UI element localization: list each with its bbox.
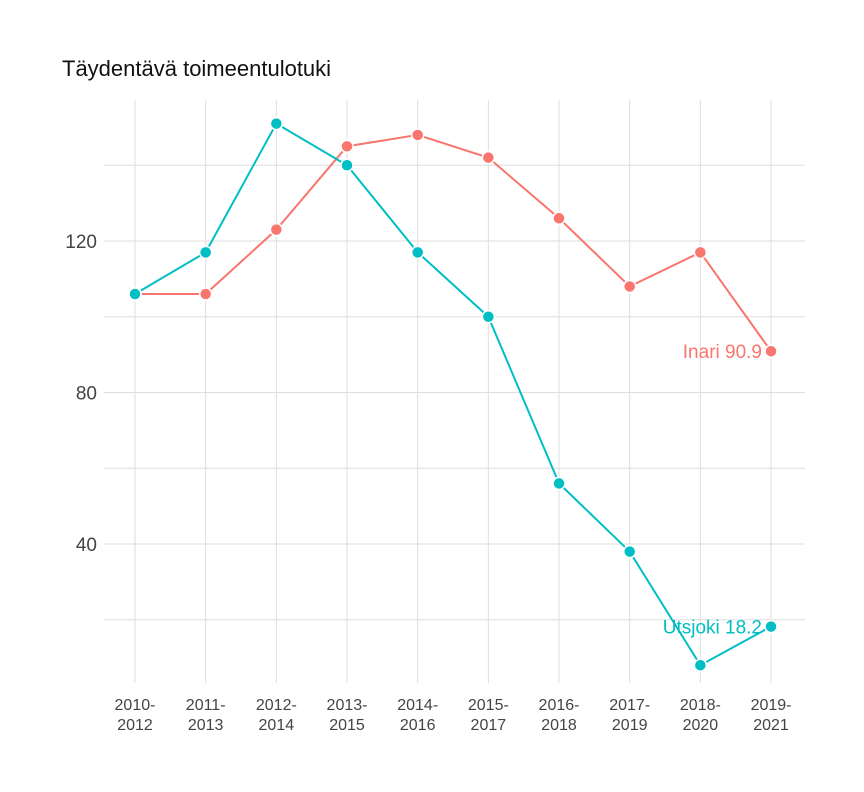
data-point-utsjoki	[410, 245, 425, 260]
data-point-inari	[552, 211, 566, 226]
data-point-utsjoki	[198, 245, 213, 260]
series-line-utsjoki	[134, 122, 772, 667]
data-point-utsjoki	[128, 287, 142, 301]
series-layer	[128, 116, 778, 672]
x-tick-label: 2012-2014	[256, 697, 297, 734]
data-point-inari	[198, 287, 213, 301]
y-tick-label: 40	[76, 535, 97, 556]
y-tick-label: 120	[65, 232, 97, 253]
x-tick-label: 2014-2016	[397, 697, 438, 734]
chart-title: Täydentävä toimeentulotuki	[62, 56, 332, 81]
x-tick-label: 2010-2012	[115, 697, 156, 734]
x-tick-label: 2016-2018	[539, 697, 580, 734]
data-point-inari	[764, 344, 778, 358]
data-point-inari	[481, 150, 496, 165]
grid-layer	[104, 100, 805, 683]
x-tick-label: 2018-2020	[680, 697, 721, 734]
data-point-inari	[340, 139, 354, 154]
data-point-utsjoki	[693, 658, 708, 672]
data-point-utsjoki	[764, 619, 778, 634]
data-point-inari	[693, 245, 708, 260]
data-point-inari	[269, 222, 284, 237]
end-label-inari: Inari 90.9	[683, 342, 762, 363]
x-tick-label: 2013-2015	[327, 697, 368, 734]
data-point-utsjoki	[340, 158, 354, 172]
x-tick-label: 2011-2013	[186, 697, 226, 734]
data-point-utsjoki	[552, 476, 566, 491]
series-line-inari	[135, 133, 772, 352]
data-point-utsjoki	[269, 116, 284, 131]
data-point-utsjoki	[481, 310, 496, 324]
x-tick-label: 2017-2019	[609, 697, 650, 734]
x-tick-label: 2015-2017	[468, 697, 509, 734]
data-point-inari	[410, 128, 425, 142]
end-label-utsjoki: Utsjoki 18.2	[663, 618, 762, 639]
data-point-inari	[622, 279, 637, 294]
data-point-utsjoki	[622, 544, 637, 559]
x-tick-label: 2019-2021	[751, 697, 792, 734]
y-tick-label: 80	[76, 384, 97, 405]
label-layer: 40 80 120 2010-2012 2011-2013 2012-2014 2013-2…	[65, 232, 791, 734]
